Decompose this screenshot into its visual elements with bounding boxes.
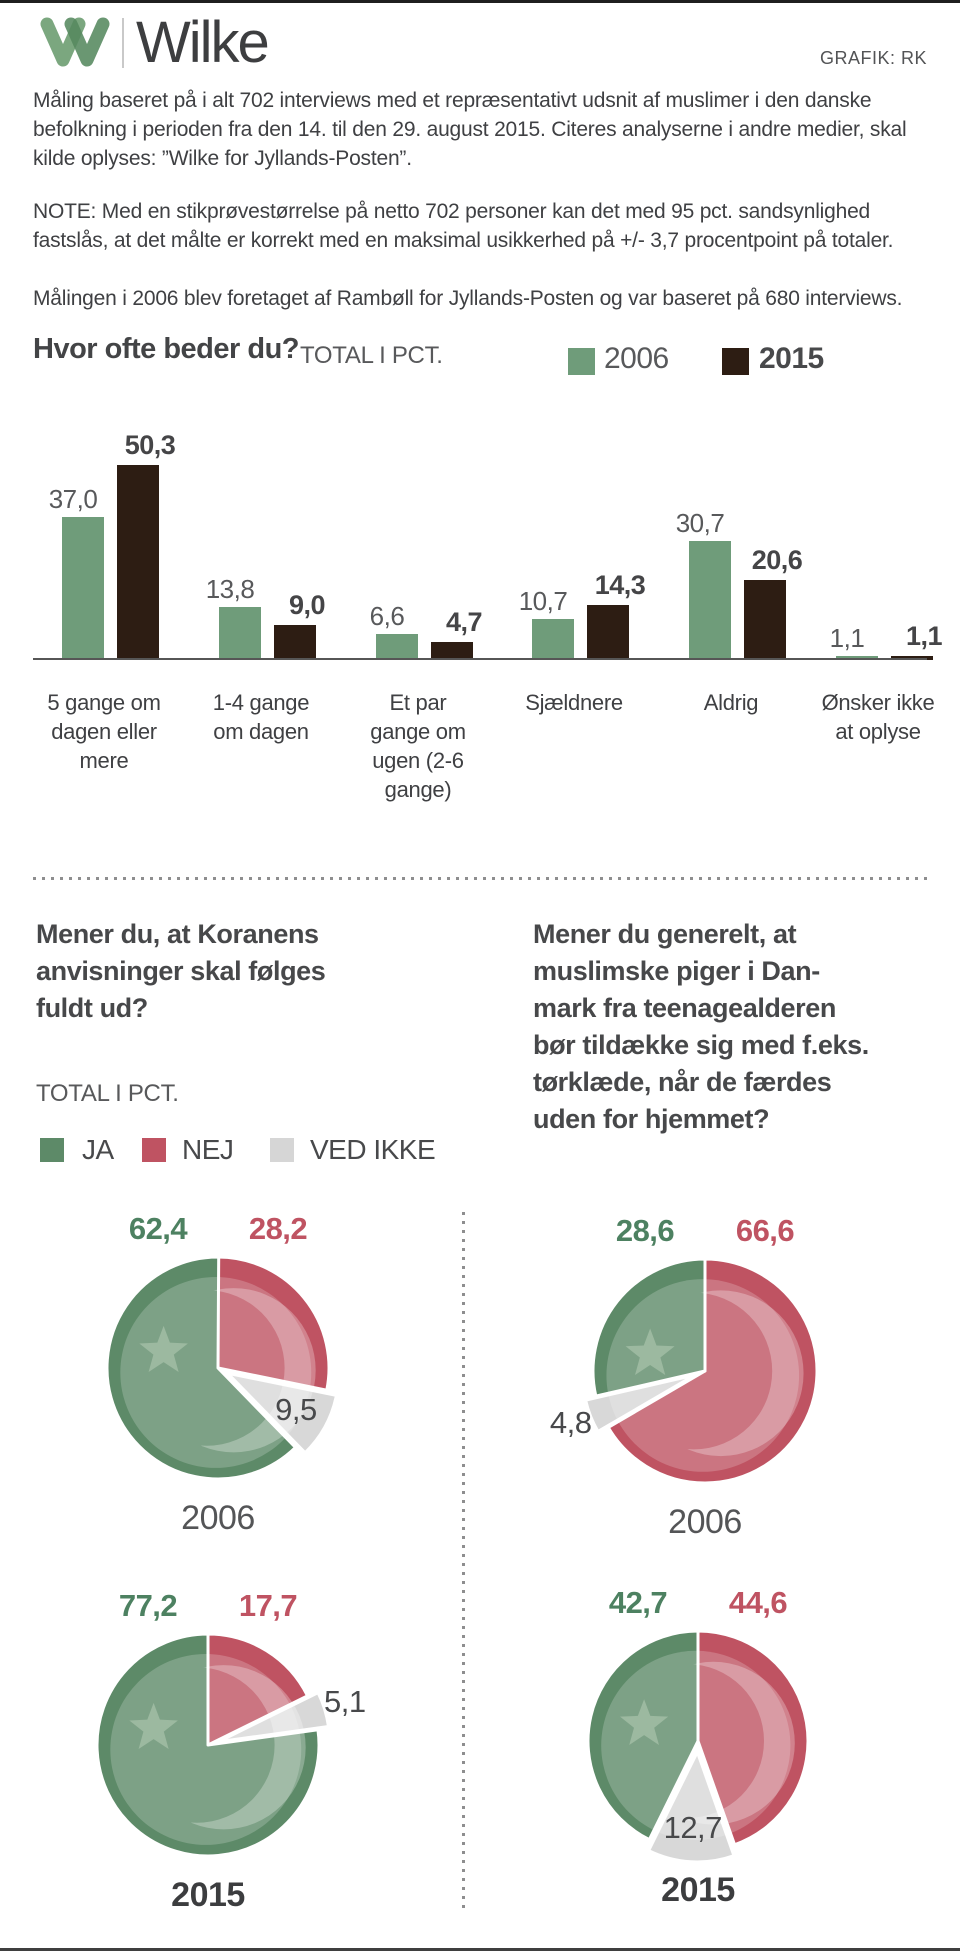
bar-value-2006-4: 30,7 bbox=[675, 508, 725, 539]
bar-value-2006-3: 10,7 bbox=[518, 585, 568, 616]
legend-swatch-nej bbox=[142, 1138, 166, 1162]
pie-slice-ved_ikke bbox=[584, 1373, 697, 1433]
intro-paragraph-1: Måling baseret på i alt 702 interviews m… bbox=[33, 89, 907, 170]
pie-year-00: 2006 bbox=[181, 1499, 255, 1537]
intro-paragraph-3: Målingen i 2006 blev foretaget af Rambøl… bbox=[33, 287, 903, 310]
bar-value-2015-1: 9,0 bbox=[288, 590, 326, 621]
legend-label-ja: JA bbox=[82, 1134, 114, 1165]
bar-value-2006-2: 6,6 bbox=[369, 601, 405, 632]
pie-year-11: 2015 bbox=[661, 1871, 735, 1909]
pie-slice-ja bbox=[591, 1257, 707, 1398]
top-rule bbox=[0, 0, 960, 3]
logo-divider bbox=[122, 18, 124, 68]
pie-slice-nej bbox=[216, 1255, 331, 1392]
vertical-dotted-divider bbox=[462, 1212, 465, 1908]
pie-slice-ja bbox=[105, 1255, 297, 1481]
legend-label-nej: NEJ bbox=[182, 1134, 234, 1165]
bar-2015-4 bbox=[744, 580, 786, 660]
pie-2006-q1 bbox=[105, 1255, 338, 1481]
pie-slice-ja bbox=[95, 1632, 321, 1858]
bar-chart-title: Hvor ofte beder du? bbox=[33, 333, 300, 365]
pie-value-ja-00: 62,4 bbox=[128, 1211, 188, 1246]
bar-category-0: 5 gange om dagen eller mere bbox=[47, 690, 161, 773]
bar-value-2015-2: 4,7 bbox=[445, 606, 483, 637]
pie-value-ja-10: 28,6 bbox=[615, 1213, 675, 1248]
bar-category-5: Ønsker ikke at oplyse bbox=[821, 690, 935, 744]
question-koran: Mener du, at Koranens anvisninger skal f… bbox=[36, 919, 326, 1023]
bar-chart-subtitle: TOTAL I PCT. bbox=[300, 342, 443, 369]
pie-value-nej-11: 44,6 bbox=[728, 1585, 788, 1620]
horizontal-dotted-divider bbox=[33, 877, 927, 880]
bar-value-2015-5: 1,1 bbox=[905, 620, 943, 651]
bar-2015-1 bbox=[274, 625, 316, 660]
bar-value-2006-1: 13,8 bbox=[205, 573, 255, 604]
pie-2006-q2 bbox=[584, 1257, 819, 1485]
bar-2015-0 bbox=[117, 465, 159, 660]
intro-paragraph-2: NOTE: Med en stikprøvestørrelse på netto… bbox=[33, 200, 894, 252]
pie-slice-ved_ikke bbox=[217, 1691, 330, 1744]
question-headscarf: Mener du generelt, at muslimske piger i … bbox=[533, 919, 869, 1134]
bar-value-2006-5: 1,1 bbox=[829, 622, 865, 653]
grafik-credit: GRAFIK: RK bbox=[819, 48, 927, 68]
pie-year-10: 2006 bbox=[668, 1503, 742, 1541]
bar-2006-5 bbox=[836, 655, 878, 660]
bar-chart-baseline bbox=[33, 658, 927, 660]
brand-wordmark: Wilke bbox=[136, 10, 270, 75]
crescent-overlay bbox=[588, 1631, 808, 1851]
legend-swatch-ja bbox=[40, 1138, 64, 1162]
pie-value-nej-01: 17,7 bbox=[238, 1588, 298, 1623]
legend-swatch-2015 bbox=[722, 348, 749, 375]
pie-section-subtitle: TOTAL I PCT. bbox=[36, 1080, 179, 1107]
star-icon bbox=[129, 1702, 178, 1750]
pie-value-ja-01: 77,2 bbox=[118, 1588, 178, 1623]
legend-swatch-2006 bbox=[568, 348, 595, 375]
bar-value-2015-3: 14,3 bbox=[594, 569, 646, 600]
pie-value-ved-ikke-00: 9,5 bbox=[275, 1391, 317, 1427]
bar-2006-3 bbox=[532, 618, 574, 660]
bar-category-2: Et par gange om ugen (2-6 gange) bbox=[370, 690, 466, 802]
pie-slice-ved_ikke bbox=[226, 1371, 338, 1455]
bar-2006-4 bbox=[689, 541, 731, 660]
crescent-overlay bbox=[97, 1634, 319, 1856]
pie-year-01: 2015 bbox=[171, 1876, 245, 1914]
bar-2006-1 bbox=[219, 606, 261, 660]
bar-category-4: Aldrig bbox=[703, 690, 759, 715]
crescent-overlay bbox=[593, 1259, 817, 1483]
star-icon bbox=[620, 1699, 669, 1745]
pie-value-ved-ikke-10: 4,8 bbox=[549, 1405, 592, 1441]
star-icon bbox=[625, 1328, 675, 1376]
bar-2006-0 bbox=[62, 516, 104, 660]
pie-slice-ved_ikke bbox=[647, 1750, 736, 1864]
pie-value-ved-ikke-01: 5,1 bbox=[324, 1683, 366, 1719]
bar-value-2006-0: 37,0 bbox=[48, 483, 98, 514]
pie-value-ja-11: 42,7 bbox=[608, 1585, 668, 1620]
pie-slice-nej bbox=[206, 1632, 310, 1747]
pie-slice-nej bbox=[606, 1257, 819, 1485]
bottom-rule bbox=[0, 1948, 960, 1951]
star-icon bbox=[139, 1325, 188, 1373]
legend-label-2006: 2006 bbox=[604, 342, 669, 375]
crescent-overlay bbox=[107, 1257, 329, 1479]
wilke-w-logo-icon bbox=[40, 17, 110, 67]
bar-value-2015-0: 50,3 bbox=[124, 430, 176, 461]
bar-category-3: Sjældnere bbox=[525, 690, 623, 715]
bar-category-1: 1-4 gange om dagen bbox=[212, 690, 310, 744]
bar-2015-5 bbox=[891, 655, 933, 660]
pie-value-ved-ikke-11: 12,7 bbox=[663, 1809, 723, 1845]
pie-value-nej-10: 66,6 bbox=[735, 1213, 795, 1248]
bar-2015-3 bbox=[587, 604, 629, 660]
legend-label-ved-ikke: VED IKKE bbox=[310, 1134, 436, 1165]
bar-2006-2 bbox=[376, 634, 418, 660]
bar-2015-2 bbox=[431, 641, 473, 660]
pie-2015-q2 bbox=[586, 1629, 810, 1864]
pie-value-nej-00: 28,2 bbox=[248, 1211, 308, 1246]
pie-slice-nej bbox=[696, 1629, 810, 1847]
pie-2015-q1 bbox=[95, 1632, 330, 1858]
bar-value-2015-4: 20,6 bbox=[751, 545, 803, 576]
legend-swatch-ved-ikke bbox=[270, 1138, 294, 1162]
legend-label-2015: 2015 bbox=[759, 342, 824, 375]
